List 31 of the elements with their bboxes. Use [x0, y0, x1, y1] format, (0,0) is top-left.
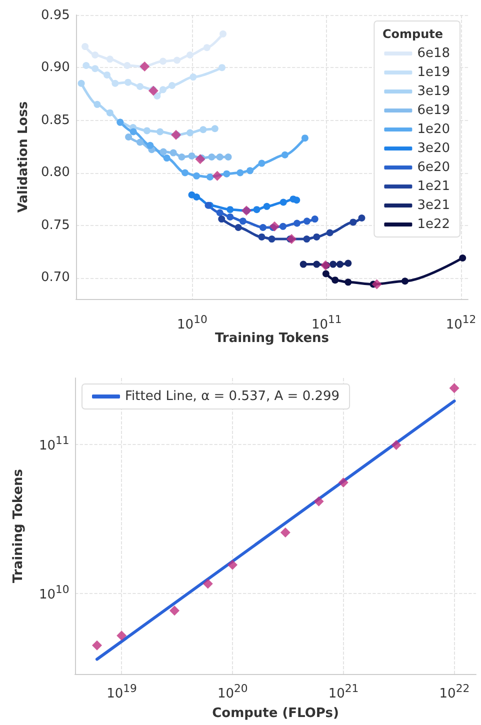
legend-title: Compute	[382, 27, 443, 41]
legend-label: 3e19	[417, 84, 450, 99]
y-tick-label: 0.70	[41, 270, 70, 286]
y-tick-label: 0.85	[41, 112, 70, 128]
x-tick-label: 10$^{12}$	[446, 313, 476, 332]
y-tick-label: 0.90	[41, 60, 70, 76]
x-tick-label: 10$^{21}$	[328, 682, 359, 702]
legend-label: 3e20	[417, 141, 450, 156]
x-tick-label: 10$^{22}$	[439, 682, 470, 702]
x-tick-label: 10$^{19}$	[106, 682, 137, 702]
legend-label: 6e18	[417, 46, 450, 61]
legend-label: 1e20	[417, 122, 450, 137]
legend-label: 3e21	[417, 198, 450, 213]
x-axis-title: Compute (FLOPs)	[212, 706, 339, 721]
y-tick-label: 0.80	[41, 165, 70, 180]
legend-label: 6e20	[417, 160, 450, 175]
x-tick-label: 10$^{10}$	[177, 313, 208, 332]
legend-label: 6e19	[417, 103, 450, 118]
x-tick-label: 10$^{20}$	[217, 682, 248, 702]
x-axis-title: Training Tokens	[214, 331, 330, 346]
y-tick-label: 0.75	[41, 218, 70, 233]
y-tick-label: 0.95	[41, 8, 70, 22]
y-axis-title: Validation Loss	[16, 101, 31, 213]
legend-label: 1e21	[417, 179, 450, 194]
legend-label: 1e22	[417, 217, 450, 232]
y-axis-title: Training Tokens	[11, 468, 26, 584]
y-tick-label: 10$^{10}$	[39, 582, 70, 602]
y-tick-label: 10$^{11}$	[39, 434, 70, 454]
legend-label: Fitted Line, α = 0.537, A = 0.299	[125, 389, 340, 404]
legend-label: 1e19	[417, 65, 450, 80]
x-tick-label: 10$^{11}$	[311, 313, 342, 332]
